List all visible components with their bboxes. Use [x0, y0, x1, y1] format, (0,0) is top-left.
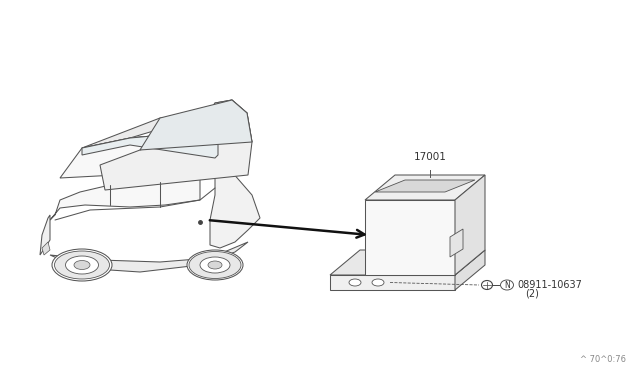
Ellipse shape [200, 257, 230, 273]
Ellipse shape [65, 256, 99, 274]
Polygon shape [50, 130, 218, 220]
Ellipse shape [74, 260, 90, 269]
Text: 17001: 17001 [413, 152, 447, 162]
Polygon shape [82, 130, 218, 158]
Polygon shape [455, 250, 485, 290]
Text: (2): (2) [525, 288, 539, 298]
Polygon shape [50, 242, 248, 272]
Polygon shape [375, 180, 475, 192]
Ellipse shape [189, 251, 241, 279]
Ellipse shape [208, 261, 222, 269]
Polygon shape [365, 175, 485, 200]
Polygon shape [40, 215, 50, 255]
Text: N: N [504, 280, 510, 289]
Polygon shape [330, 250, 485, 275]
Polygon shape [42, 242, 50, 255]
Ellipse shape [349, 279, 361, 286]
Ellipse shape [372, 279, 384, 286]
Text: 08911-10637: 08911-10637 [517, 280, 582, 290]
Ellipse shape [52, 249, 112, 281]
Polygon shape [100, 113, 252, 190]
Polygon shape [455, 175, 485, 275]
Text: ^ 70^0:76: ^ 70^0:76 [580, 356, 626, 365]
Polygon shape [450, 229, 463, 257]
Polygon shape [82, 100, 247, 148]
Polygon shape [25, 100, 260, 280]
Polygon shape [82, 100, 252, 150]
Polygon shape [210, 155, 260, 248]
Ellipse shape [187, 250, 243, 280]
Polygon shape [330, 275, 455, 290]
Polygon shape [140, 100, 252, 150]
Polygon shape [365, 200, 455, 275]
Ellipse shape [54, 251, 109, 279]
